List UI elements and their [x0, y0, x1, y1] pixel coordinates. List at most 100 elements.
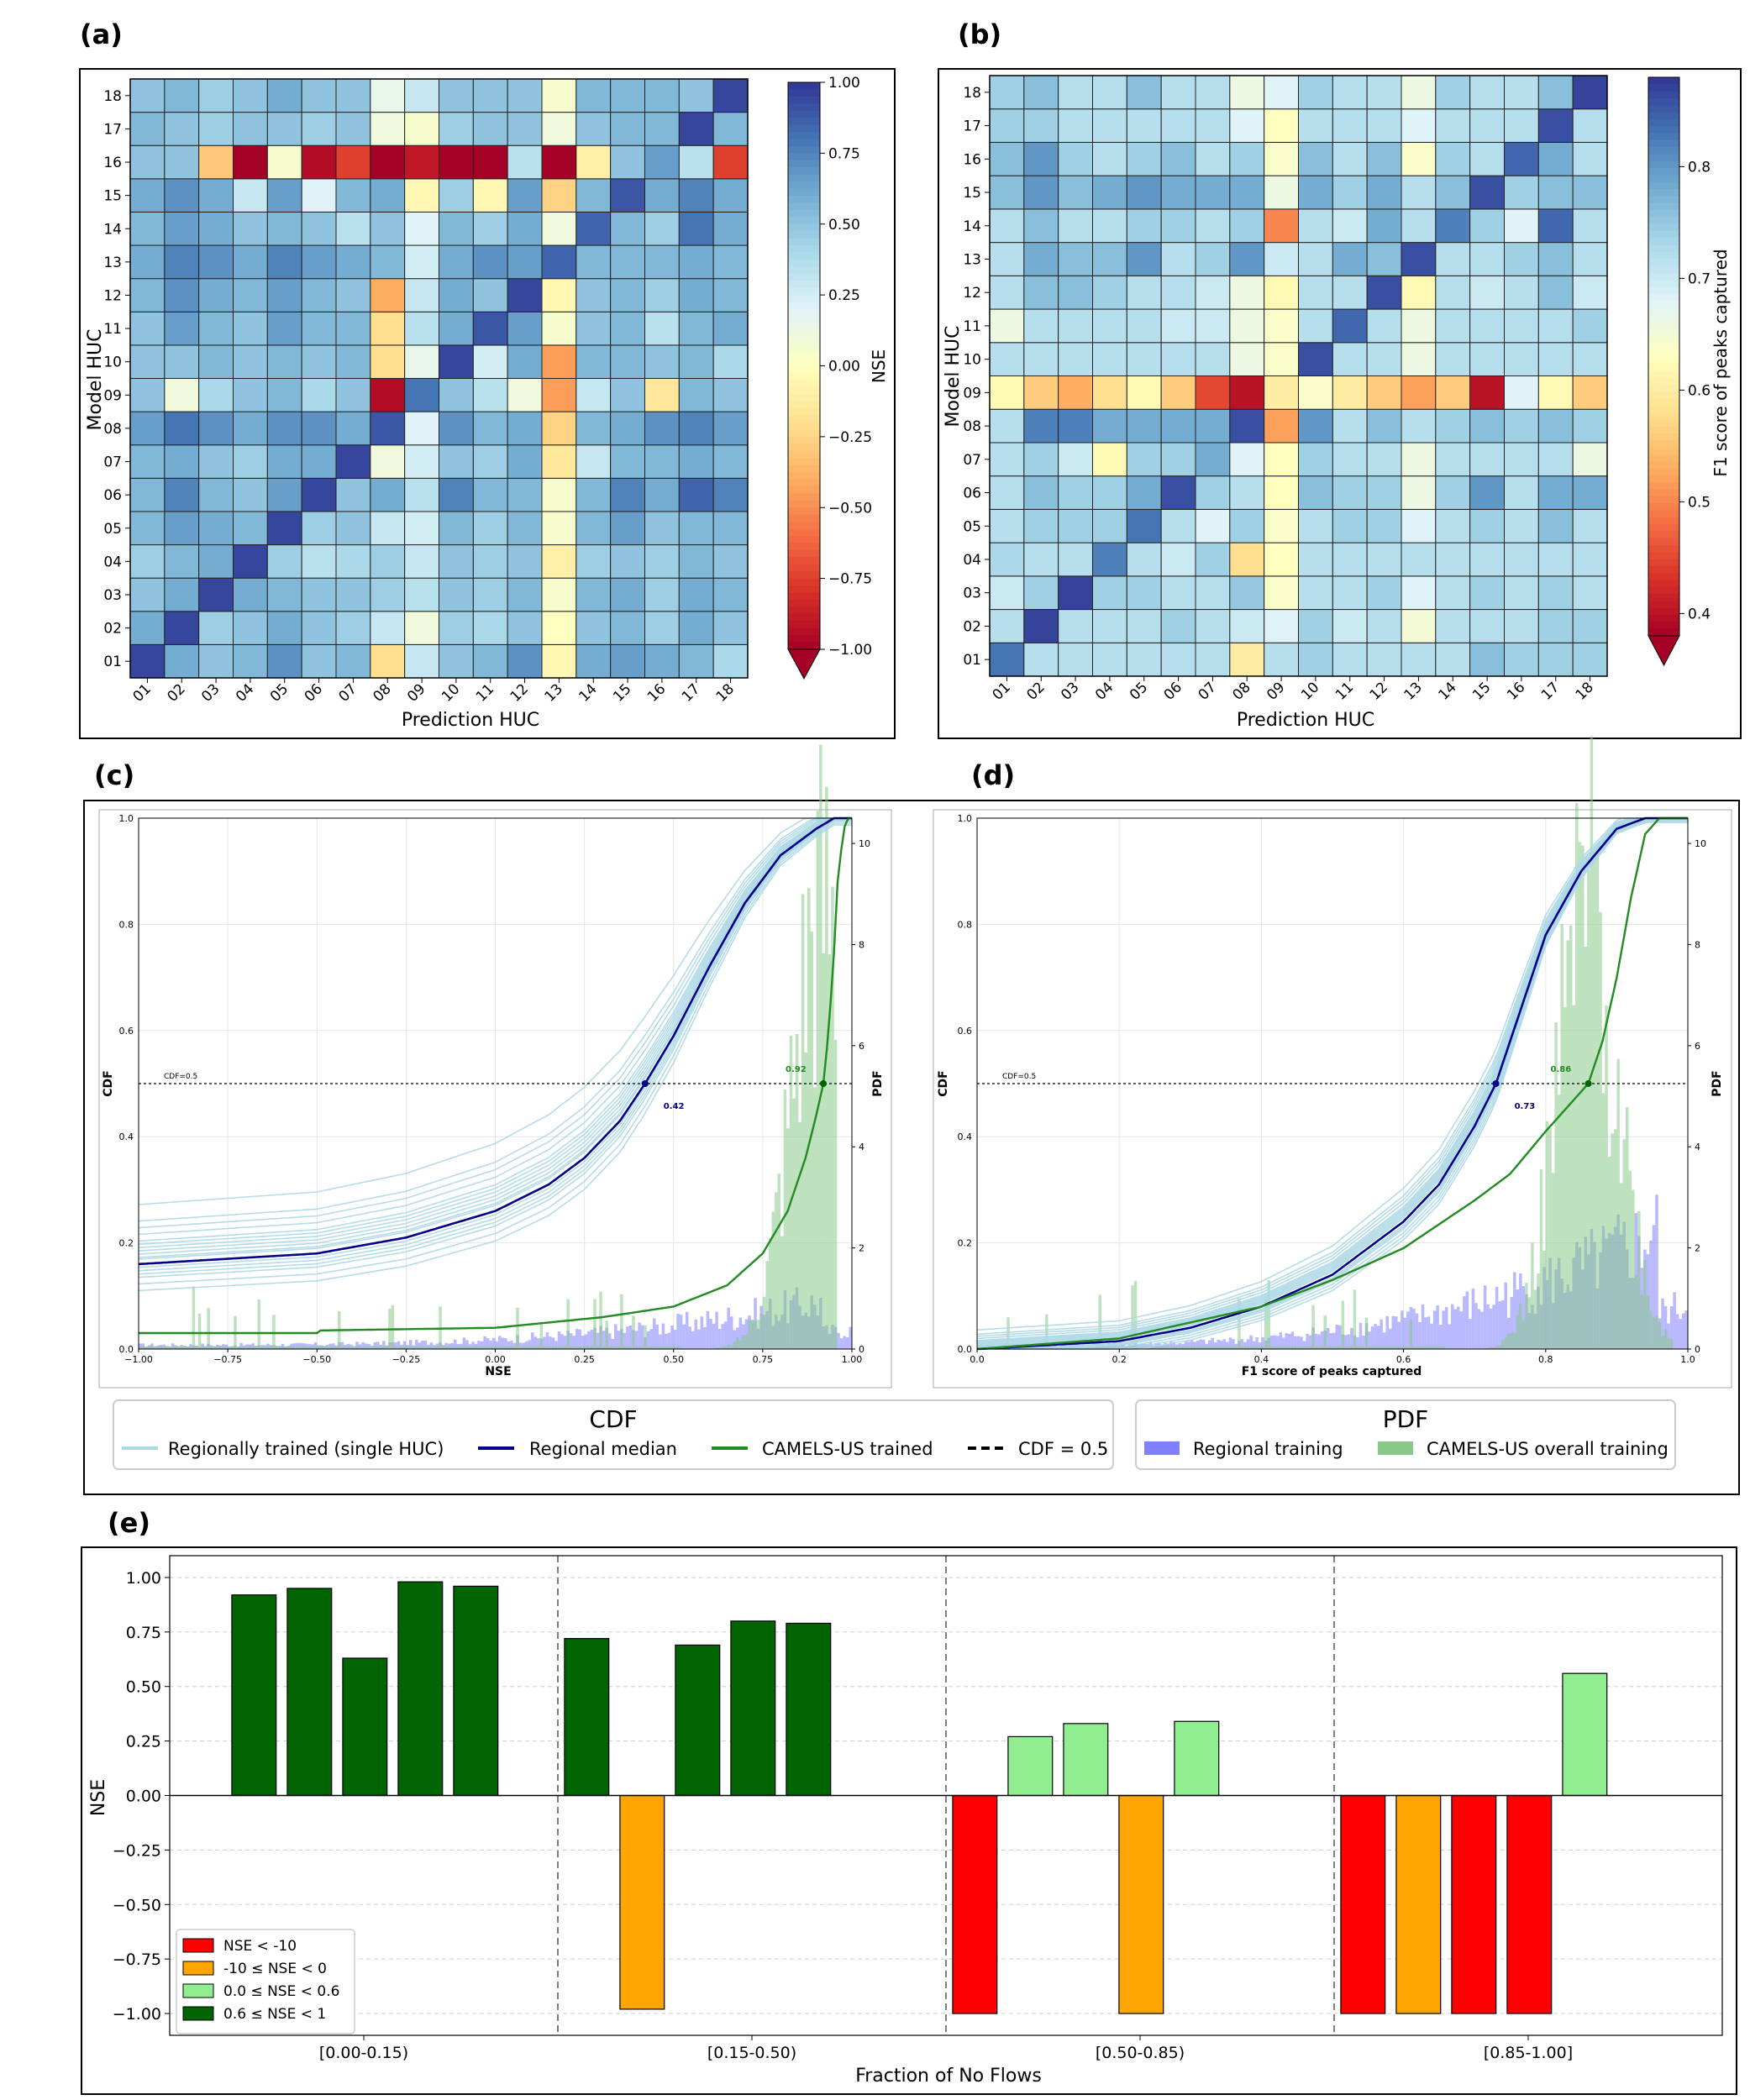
x-tick-label: −0.50	[302, 1354, 331, 1365]
heatmap-cell	[1161, 109, 1196, 143]
heatmap-cell	[611, 345, 645, 379]
heatmap-cell	[336, 79, 370, 113]
pdf-regional-bar	[1338, 1326, 1342, 1349]
pdf-regional-bar	[649, 1329, 653, 1349]
heatmap-cell	[165, 212, 199, 245]
heatmap-cell	[1505, 476, 1539, 510]
pdf-camels-bar	[796, 1034, 799, 1349]
colorbar-segment	[1648, 280, 1679, 287]
heatmap-cell	[990, 543, 1024, 576]
heatmap-cell	[165, 145, 199, 179]
heatmap-cell	[1161, 443, 1196, 476]
heatmap-cell	[1127, 142, 1161, 176]
heatmap-cell	[336, 478, 370, 512]
heatmap-cell	[645, 245, 680, 279]
pdf-camels-bar	[1573, 1005, 1576, 1349]
heatmap-cell	[1367, 409, 1401, 443]
heatmap-cell	[439, 245, 474, 279]
heatmap-cell	[1196, 443, 1230, 476]
bar-legend-patch-06-1	[183, 2007, 213, 2020]
colorbar-segment	[788, 451, 820, 459]
colorbar-segment	[788, 515, 820, 522]
pdf-regional-bar	[1427, 1316, 1431, 1349]
heatmap-cell	[1127, 76, 1161, 109]
pdf-camels-bar	[1525, 1283, 1528, 1349]
heatmap-cell	[1505, 176, 1539, 209]
heatmap-cell	[473, 612, 507, 645]
colorbar-segment	[788, 493, 820, 501]
colorbar-segment	[1648, 615, 1679, 622]
heatmap-cell	[267, 113, 302, 146]
pdf-regional-bar	[840, 1338, 843, 1349]
heatmap-cell	[679, 612, 713, 645]
heatmap-cell	[507, 279, 542, 312]
pdf-regional-bar	[1392, 1316, 1395, 1349]
pdf-camels-bar	[769, 1238, 772, 1349]
heatmap-cell	[1367, 176, 1401, 209]
pdf-regional-bar	[843, 1336, 846, 1349]
bar	[1341, 1796, 1385, 2014]
heatmap-cell	[439, 478, 474, 512]
pdf-regional-bar	[1430, 1324, 1433, 1349]
legend-pdf-regional-label: Regional training	[1193, 1439, 1343, 1459]
heatmap-cell	[1230, 543, 1264, 576]
heatmap-cell	[507, 145, 542, 179]
pdf-regional-bar	[1404, 1318, 1407, 1349]
pdf-regional-bar	[1454, 1310, 1458, 1349]
pdf-camels-bar	[1365, 1318, 1369, 1349]
heatmap-cell	[165, 644, 199, 678]
pdf-camels-bar	[1637, 1211, 1641, 1349]
pdf-camels-bar	[1519, 1304, 1522, 1349]
heatmap-cell	[1436, 309, 1470, 343]
pdf-regional-bar	[662, 1324, 665, 1349]
heatmap-cell	[1573, 509, 1607, 543]
heatmap-cell	[1538, 509, 1573, 543]
heatmap-cell	[267, 545, 302, 579]
y-tick-label: 07	[963, 452, 981, 469]
heatmap-cell	[507, 445, 542, 479]
median-regional-marker	[1493, 1080, 1500, 1087]
x-tick-label: 0.00	[485, 1354, 506, 1365]
pdf-camels-bar	[1605, 1005, 1608, 1349]
heatmap-cell	[645, 345, 680, 379]
heatmap-cell	[130, 345, 165, 379]
colorbar-segment	[1648, 238, 1679, 245]
pdf-regional-bar	[721, 1324, 724, 1349]
heatmap-cell	[507, 612, 542, 645]
heatmap-cell	[1196, 276, 1230, 309]
heatmap-cell	[1264, 176, 1299, 209]
heatmap-cell	[405, 644, 439, 678]
heatmap-cell	[1264, 309, 1299, 343]
colorbar-segment	[1648, 217, 1679, 224]
heatmap-cell	[611, 445, 645, 479]
pdf-regional-bar	[1377, 1326, 1380, 1349]
heatmap-cell	[507, 379, 542, 412]
heatmap-cell	[1127, 343, 1161, 376]
colorbar-segment	[788, 202, 820, 210]
heatmap-cell	[576, 478, 611, 512]
pdf-camels-bar	[272, 1315, 276, 1349]
pdf-regional-bar	[1480, 1312, 1484, 1349]
pdf-regional-bar	[727, 1308, 730, 1349]
bar	[731, 1621, 775, 1796]
colorbar-segment	[1648, 517, 1679, 525]
heatmap-cell	[1127, 409, 1161, 443]
heatmap-cell	[1230, 343, 1264, 376]
colorbar-segment	[1648, 252, 1679, 260]
heatmap-cell	[576, 145, 611, 179]
heatmap-cell	[1505, 309, 1539, 343]
heatmap-cell	[1470, 76, 1505, 109]
y-right-tick-label: 0	[1695, 1344, 1700, 1355]
heatmap-cell	[1505, 576, 1539, 610]
heatmap-cell	[1264, 76, 1299, 109]
heatmap-cell	[645, 412, 680, 445]
heatmap-cell	[1059, 209, 1093, 243]
colorbar-segment	[1648, 336, 1679, 344]
pdf-regional-bar	[617, 1331, 621, 1349]
heatmap-cell	[576, 113, 611, 146]
y-tick-label: 09	[963, 385, 981, 402]
heatmap-cell	[576, 612, 611, 645]
colorbar-segment	[788, 160, 820, 168]
pdf-regional-bar	[1401, 1310, 1404, 1349]
heatmap-cell	[405, 545, 439, 579]
